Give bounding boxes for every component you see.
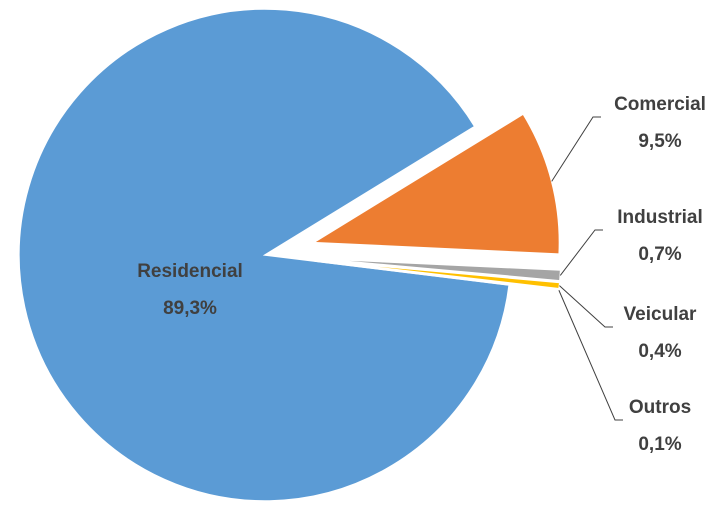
slice-label: Residencial xyxy=(137,261,243,282)
slice-value-label: 0,7% xyxy=(638,244,681,265)
slice-value-label: 9,5% xyxy=(638,131,681,152)
slice-value-label: 89,3% xyxy=(163,298,217,319)
slice-label: Outros xyxy=(629,397,691,418)
slice-value-label: 0,4% xyxy=(638,341,681,362)
pie-slice xyxy=(18,8,510,502)
slice-label: Veicular xyxy=(624,304,697,325)
slice-label: Industrial xyxy=(617,207,703,228)
slice-label: Comercial xyxy=(614,94,706,115)
leader-line xyxy=(559,229,603,276)
leader-line xyxy=(559,285,613,328)
pie-slice xyxy=(314,259,561,290)
slice-value-label: 0,1% xyxy=(638,434,681,455)
leader-line xyxy=(558,290,623,421)
pie-slice xyxy=(310,112,561,255)
leader-line xyxy=(551,116,601,182)
